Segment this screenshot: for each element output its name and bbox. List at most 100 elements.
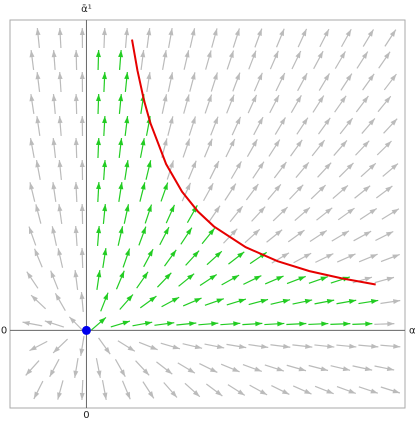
- field-arrow-head: [393, 343, 401, 349]
- field-arrow-head: [273, 95, 279, 103]
- field-arrow-head: [235, 161, 242, 169]
- field-arrow-head: [26, 271, 33, 279]
- field-arrow-head: [260, 298, 269, 304]
- field-arrow-head: [168, 72, 174, 80]
- field-arrow-head: [102, 160, 108, 168]
- field-arrow-head: [34, 248, 40, 257]
- field-arrow-head: [280, 162, 287, 170]
- field-arrow-head: [214, 251, 222, 258]
- field-arrow-head: [184, 50, 190, 58]
- field-arrow-head: [361, 51, 368, 59]
- field-arrow-head: [318, 140, 325, 148]
- field-arrow-head: [95, 50, 101, 58]
- field-arrow-head: [124, 248, 130, 256]
- plot-frame: [9, 19, 406, 409]
- y-axis-label: ᾱ¹: [81, 4, 92, 15]
- field-arrow-head: [190, 28, 196, 36]
- field-arrow-head: [189, 321, 197, 327]
- vector-field: [22, 27, 401, 401]
- field-arrow-head: [119, 369, 126, 377]
- x-tick-label: 0: [83, 410, 89, 421]
- field-arrow-head: [280, 207, 288, 214]
- field-arrow-head: [281, 252, 289, 259]
- field-arrow-head: [370, 254, 378, 260]
- field-arrow-head: [228, 50, 234, 58]
- field-arrow-head: [141, 226, 146, 235]
- field-arrow-head: [317, 95, 324, 103]
- field-arrow-head: [33, 391, 40, 399]
- field-arrow-head: [192, 250, 200, 258]
- field-arrow-head: [235, 116, 241, 125]
- field-arrow-head: [170, 390, 177, 398]
- field-arrow-head: [229, 183, 236, 191]
- field-arrow-head: [170, 249, 177, 258]
- field-arrow-head: [102, 248, 108, 256]
- field-arrow-head: [275, 229, 283, 237]
- field-arrow-head: [125, 391, 131, 400]
- field-arrow-head: [79, 204, 85, 212]
- field-arrow-head: [190, 72, 196, 80]
- field-arrow-head: [209, 367, 218, 373]
- field-arrow-head: [146, 160, 152, 168]
- field-arrow-head: [320, 366, 329, 372]
- field-arrow-head: [96, 370, 102, 378]
- field-arrow-head: [118, 226, 124, 234]
- field-arrow-head: [192, 390, 200, 397]
- field-arrow-head: [216, 298, 224, 304]
- field-arrow-head: [147, 249, 154, 257]
- field-arrow-head: [251, 94, 257, 103]
- field-arrow-head: [348, 253, 356, 260]
- field-arrow-head: [124, 28, 130, 36]
- field-arrow-head: [343, 321, 351, 327]
- field-arrow-head: [298, 276, 306, 282]
- field-arrow-head: [79, 348, 85, 356]
- field-arrow-head: [390, 74, 397, 82]
- field-arrow-head: [194, 344, 203, 350]
- field-arrow-head: [368, 118, 375, 126]
- field-arrow-head: [118, 182, 124, 190]
- field-arrow-head: [101, 28, 107, 36]
- field-arrow-head: [35, 116, 41, 124]
- field-arrow-head: [371, 343, 379, 349]
- field-arrow-head: [257, 28, 262, 37]
- field-arrow-head: [255, 321, 263, 327]
- field-arrow-head: [57, 116, 63, 124]
- field-arrow-head: [169, 204, 175, 213]
- field-arrow-head: [28, 226, 34, 235]
- field-arrow-head: [297, 230, 305, 237]
- field-arrow-head: [386, 366, 395, 372]
- field-arrow-head: [349, 343, 357, 349]
- field-arrow-head: [238, 298, 246, 304]
- field-arrow-head: [347, 208, 355, 215]
- field-arrow-head: [276, 276, 284, 282]
- field-arrow-head: [144, 321, 153, 326]
- field-arrow-head: [340, 140, 347, 148]
- field-arrow-head: [252, 183, 259, 192]
- field-arrow-head: [274, 184, 281, 192]
- field-arrow-head: [326, 298, 335, 304]
- field-arrow-head: [163, 227, 169, 235]
- field-arrow-head: [79, 248, 85, 256]
- field-arrow-head: [302, 162, 309, 170]
- field-arrow-head: [214, 205, 221, 213]
- field-arrow-head: [370, 299, 379, 304]
- field-arrow-head: [118, 50, 124, 58]
- field-arrow-head: [102, 392, 108, 400]
- field-arrow-head: [206, 94, 212, 102]
- field-arrow-head: [301, 28, 307, 37]
- field-arrow-head: [25, 368, 33, 376]
- field-arrow-head: [389, 29, 396, 37]
- field-arrow-head: [35, 204, 41, 212]
- field-arrow-head: [303, 207, 310, 214]
- field-arrow-head: [207, 138, 213, 147]
- field-arrow-head: [35, 28, 41, 36]
- field-arrow-head: [95, 94, 101, 102]
- field-arrow-head: [324, 117, 331, 126]
- field-arrow-head: [53, 346, 60, 353]
- field-arrow-head: [51, 226, 57, 234]
- field-arrow-head: [362, 96, 369, 104]
- field-arrow-head: [235, 72, 240, 81]
- field-arrow-head: [140, 50, 146, 58]
- field-arrow-head: [213, 116, 219, 125]
